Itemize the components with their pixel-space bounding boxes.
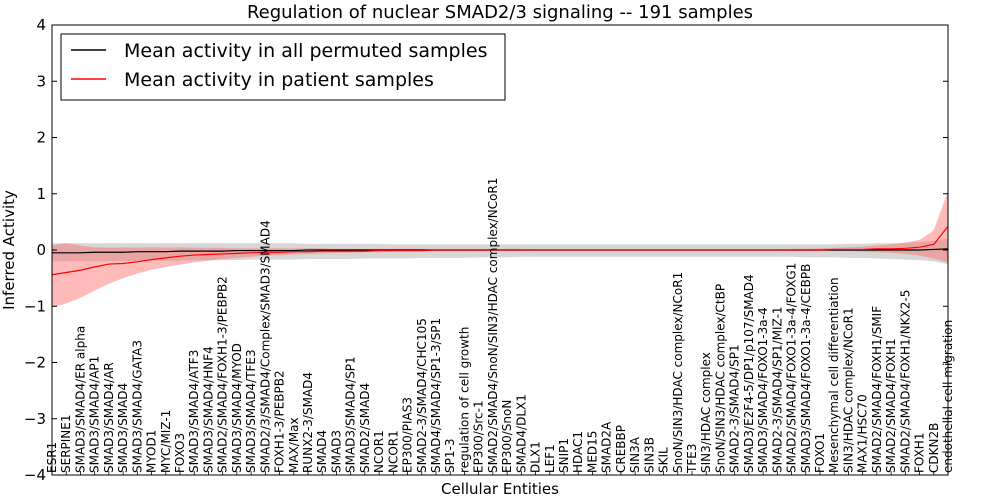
- x-tick-label: FOXH1: [913, 433, 927, 473]
- x-tick-label: SMAD2/SMAD4/FOXH1: [884, 338, 898, 473]
- x-tick-label: SKIL: [657, 447, 671, 473]
- y-tick-label: −2: [24, 354, 46, 372]
- x-tick-label: SMAD3/SMAD4/AP1: [88, 356, 102, 473]
- x-tick-label: EP300/Src-1: [472, 400, 486, 473]
- legend-permuted-label: Mean activity in all permuted samples: [124, 40, 487, 62]
- x-tick-label: NCOR1: [372, 430, 386, 473]
- x-tick-label: MYC/MIZ-1: [159, 410, 173, 473]
- y-tick-label: 0: [36, 241, 46, 259]
- x-axis-label: Cellular Entities: [441, 480, 559, 498]
- permuted-band: [52, 238, 948, 265]
- x-tick-label: EP300/PIAS3: [401, 397, 415, 473]
- x-tick-label: SMAD2/SMAD4/FOXO1-3a-4/FOXG1: [785, 263, 799, 473]
- x-tick-label: SIN3A: [628, 436, 642, 473]
- x-tick-label: MED15: [585, 431, 599, 473]
- x-tick-label: FOXH1-3/PEBPB2: [273, 370, 287, 473]
- x-tick-label: SMAD3/SMAD4/MYOD: [230, 343, 244, 473]
- y-tick-label: 1: [36, 185, 46, 203]
- activity-bands: [52, 190, 948, 308]
- x-tick-label: SMAD2-3/SMAD4/SP1: [728, 344, 742, 473]
- x-tick-label: SMAD2/3/SMAD4/Complex/SMAD3/SMAD4: [258, 220, 272, 473]
- x-tick-label: SNIP1: [557, 438, 571, 473]
- x-tick-label: SMAD3/SMAD4/GATA3: [130, 340, 144, 473]
- y-axis-label: Inferred Activity: [0, 190, 18, 310]
- x-tick-label: SP1-3: [443, 439, 457, 473]
- patient-band: [52, 190, 948, 308]
- x-tick-label: SMAD3/SMAD4/AR: [102, 362, 116, 473]
- x-tick-label: SMAD2-3/SMAD4/CHC105: [415, 318, 429, 473]
- series-lines: [51, 226, 949, 276]
- x-tick-label: SMAD3/SMAD4/HNF4: [201, 346, 215, 473]
- x-tick-label: SIN3/HDAC complex: [699, 352, 713, 473]
- legend-patient-label: Mean activity in patient samples: [124, 69, 434, 91]
- x-tick-labels: ESR1 SERPINE1 SMAD3/SMAD4/ER alpha SMAD3/SM…: [45, 178, 955, 475]
- x-tick-label: MAX/Max: [287, 417, 301, 473]
- chart-title: Regulation of nuclear SMAD2/3 signaling …: [247, 2, 753, 23]
- x-tick-label: SMAD3/E2F4-5/DP1/p107/SMAD4: [742, 274, 756, 473]
- x-tick-label: SMAD2A: [600, 421, 614, 473]
- x-tick-label: SMAD3/SMAD4/ATF3: [187, 350, 201, 473]
- x-tick-label: FOXO3: [173, 433, 187, 473]
- x-tick-label: SMAD3: [329, 430, 343, 473]
- x-tick-label: SMAD3/SMAD4/SP1: [344, 356, 358, 473]
- x-tick-label: MYOD1: [145, 430, 159, 473]
- x-tick-label: SIN3/HDAC complex/NCoR1: [841, 307, 855, 473]
- x-tick-label: SMAD3/SMAD4/TFE3: [244, 349, 258, 473]
- x-tick-label: CDKN2B: [927, 423, 941, 473]
- x-tick-label: FOXO1: [813, 433, 827, 473]
- x-tick-label: HDAC1: [571, 431, 585, 473]
- y-tick-label: −3: [24, 410, 46, 428]
- x-tick-label: DLX1: [529, 441, 543, 473]
- x-tick-label: TFE3: [685, 444, 699, 474]
- patient-mean-line: [51, 226, 949, 276]
- y-tick-label: 3: [36, 72, 46, 90]
- x-tick-label: SMAD2/SMAD4/FOXH1-3/PEBPB2: [216, 276, 230, 473]
- x-tick-label: RUNX2-3/SMAD4: [301, 372, 315, 473]
- y-tick-label: 2: [36, 129, 46, 147]
- x-tick-label: MAX1/HSC70: [856, 394, 870, 473]
- x-tick-label: SMAD3/SMAD4/ER alpha: [73, 326, 87, 473]
- x-tick-label: SnoN/SIN3/HDAC complex/NCoR1: [671, 272, 685, 473]
- x-tick-label: SMAD2/SMAD4: [358, 383, 372, 473]
- x-tick-label: NCOR1: [386, 430, 400, 473]
- x-tick-label: SMAD2/SMAD4/SnoN/SIN3/HDAC complex/NCoR1: [486, 178, 500, 473]
- x-tick-label: EP300/SnoN: [500, 400, 514, 473]
- x-tick-label: Mesenchymal cell differentiation: [827, 277, 841, 473]
- x-tick-label: SMAD2-3/SMAD4/SP1/MIZ-1: [770, 306, 784, 473]
- x-tick-label: regulation of cell growth: [457, 327, 471, 473]
- x-tick-label: SMAD4/SMAD4/SP1-3/SP1: [429, 318, 443, 473]
- y-tick-label: 4: [36, 16, 46, 34]
- x-tick-label: CREBBP: [614, 425, 628, 473]
- y-tick-label: −1: [24, 297, 46, 315]
- x-tick-label: SMAD4: [315, 430, 329, 473]
- x-tick-label: SnoN/SIN3/HDAC complex/CtBP: [713, 284, 727, 473]
- x-tick-label: SIN3B: [642, 437, 656, 473]
- x-tick-label: SMAD3/SMAD4/FOXO1-3a-4/CEBPB: [799, 264, 813, 473]
- x-tick-label: SMAD3/SMAD4/FOXO1-3a-4: [756, 307, 770, 473]
- x-tick-label: LEF1: [543, 444, 557, 473]
- y-axis-ticks: −4 −3 −2 −1 0 1 2 3 4: [24, 16, 948, 484]
- x-tick-label: SMAD2/SMAD4/FOXH1/NKX2-5: [898, 290, 912, 473]
- x-tick-label: SMAD2/SMAD4/FOXH1/SMIF: [870, 306, 884, 473]
- y-tick-label: −4: [24, 466, 46, 484]
- x-tick-label: SERPINE1: [59, 414, 73, 473]
- legend-box: [60, 33, 506, 101]
- x-tick-label: SMAD4/DLX1: [514, 394, 528, 473]
- x-tick-label: SMAD3/SMAD4: [116, 383, 130, 473]
- legend: Mean activity in all permuted samples Me…: [60, 33, 506, 101]
